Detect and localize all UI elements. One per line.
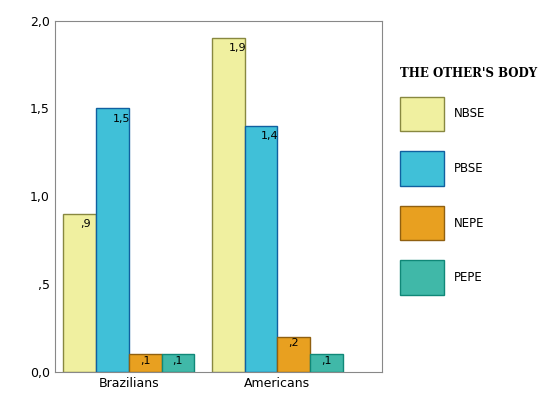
Bar (96, 109, 129, 372)
Text: NBSE: NBSE (454, 107, 486, 121)
FancyBboxPatch shape (400, 151, 444, 186)
Bar (129, 354, 161, 372)
Text: THE OTHER'S BODY: THE OTHER'S BODY (400, 67, 537, 80)
Bar (310, 354, 343, 372)
Text: PEPE: PEPE (454, 271, 483, 284)
Text: 1,4: 1,4 (261, 131, 278, 141)
Bar (245, 126, 277, 372)
Bar (277, 337, 310, 372)
Text: ,1: ,1 (173, 356, 183, 366)
Text: ,9: ,9 (80, 219, 90, 229)
FancyBboxPatch shape (400, 97, 444, 131)
FancyBboxPatch shape (400, 206, 444, 240)
Text: ,1: ,1 (321, 356, 332, 366)
Bar (212, 38, 245, 372)
Bar (161, 354, 194, 372)
Text: ,2: ,2 (288, 338, 299, 348)
FancyBboxPatch shape (400, 260, 444, 295)
Text: 1,5: 1,5 (112, 114, 130, 123)
Text: PBSE: PBSE (454, 162, 484, 175)
Bar (63, 214, 96, 372)
Text: NEPE: NEPE (454, 216, 485, 230)
Text: ,1: ,1 (140, 356, 150, 366)
Text: 1,9: 1,9 (228, 43, 246, 53)
